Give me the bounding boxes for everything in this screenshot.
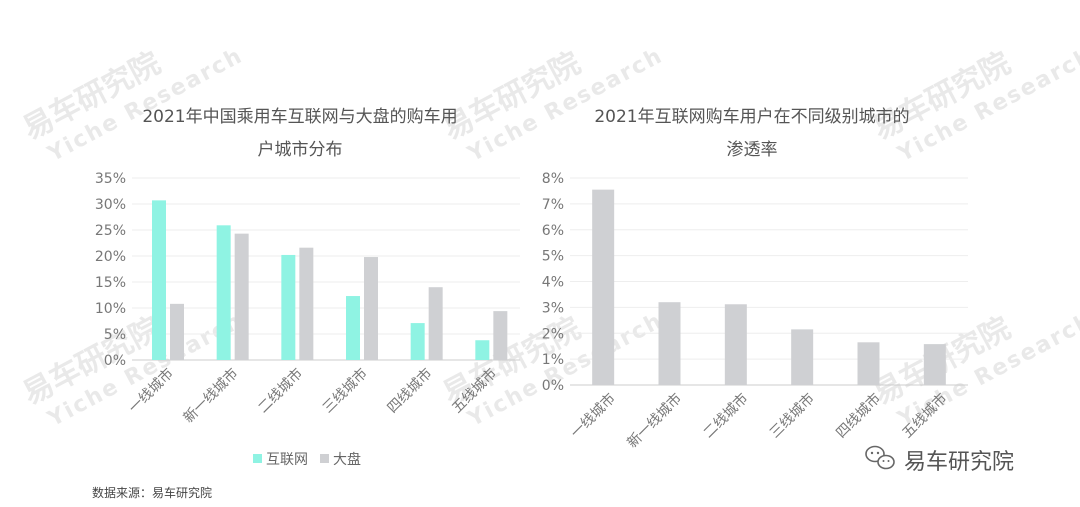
legend-swatch-internet <box>253 454 262 463</box>
bar <box>857 342 880 385</box>
y-tick-label: 4% <box>542 275 564 291</box>
y-tick-label: 5% <box>104 327 126 343</box>
bar <box>170 303 184 360</box>
bar <box>299 247 314 360</box>
bar <box>475 340 490 360</box>
legend-swatch-overall <box>320 454 329 463</box>
brand-mark: 易车研究院 <box>865 445 1014 475</box>
legend: 互联网 大盘 <box>253 451 361 468</box>
chart-city-distribution: 2021年中国乘用车互联网与大盘的购车用 户城市分布 0% 5% 10% 15% 20%… <box>95 107 520 468</box>
y-tick-label: 0% <box>104 353 126 369</box>
y-tick-label: 15% <box>95 275 126 291</box>
bar <box>216 225 231 360</box>
x-tick-label: 新一线城市 <box>624 390 686 452</box>
y-tick-label: 6% <box>542 223 564 239</box>
x-tick-label: 新一线城市 <box>180 365 242 427</box>
wechat-icon <box>865 445 895 470</box>
bar <box>923 344 946 385</box>
bar <box>346 296 360 360</box>
bar <box>592 189 615 385</box>
chart-title-line1: 2021年中国乘用车互联网与大盘的购车用 <box>142 107 457 127</box>
legend-label-internet: 互联网 <box>266 452 308 468</box>
x-tick-label: 二线城市 <box>700 390 752 442</box>
x-tick-label: 一线城市 <box>567 390 619 442</box>
y-tick-label: 7% <box>542 197 564 213</box>
bar <box>428 287 443 360</box>
y-tick-label: 3% <box>542 300 564 316</box>
bar <box>658 302 681 385</box>
chart-title-line2: 渗透率 <box>727 140 778 160</box>
y-tick-label: 2% <box>542 326 564 342</box>
x-tick-label: 四线城市 <box>833 390 885 442</box>
y-tick-label: 10% <box>95 301 126 317</box>
x-tick-label: 四线城市 <box>384 365 436 417</box>
y-tick-label: 20% <box>95 249 126 265</box>
bar <box>410 323 425 360</box>
brand-name: 易车研究院 <box>904 450 1014 475</box>
y-tick-label: 5% <box>542 249 564 265</box>
y-tick-label: 25% <box>95 223 126 239</box>
y-tick-label: 35% <box>95 171 126 187</box>
bar <box>234 233 249 360</box>
data-source-note: 数据来源：易车研究院 <box>92 485 212 500</box>
chart-title-line2: 户城市分布 <box>258 140 343 160</box>
legend-label-overall: 大盘 <box>333 451 361 468</box>
y-tick-label: 8% <box>542 171 564 187</box>
bar <box>281 254 296 360</box>
y-tick-label: 1% <box>542 352 564 368</box>
bar <box>493 311 508 360</box>
x-tick-label: 二线城市 <box>255 365 307 417</box>
y-tick-label: 30% <box>95 197 126 213</box>
chart-title-line1: 2021年互联网购车用户在不同级别城市的 <box>594 107 909 127</box>
y-tick-label: 0% <box>542 378 564 394</box>
x-tick-label: 三线城市 <box>319 365 371 417</box>
bar <box>724 304 747 385</box>
x-tick-label: 三线城市 <box>766 390 818 442</box>
bar <box>791 329 814 385</box>
bar <box>364 257 378 360</box>
bar <box>152 200 166 360</box>
